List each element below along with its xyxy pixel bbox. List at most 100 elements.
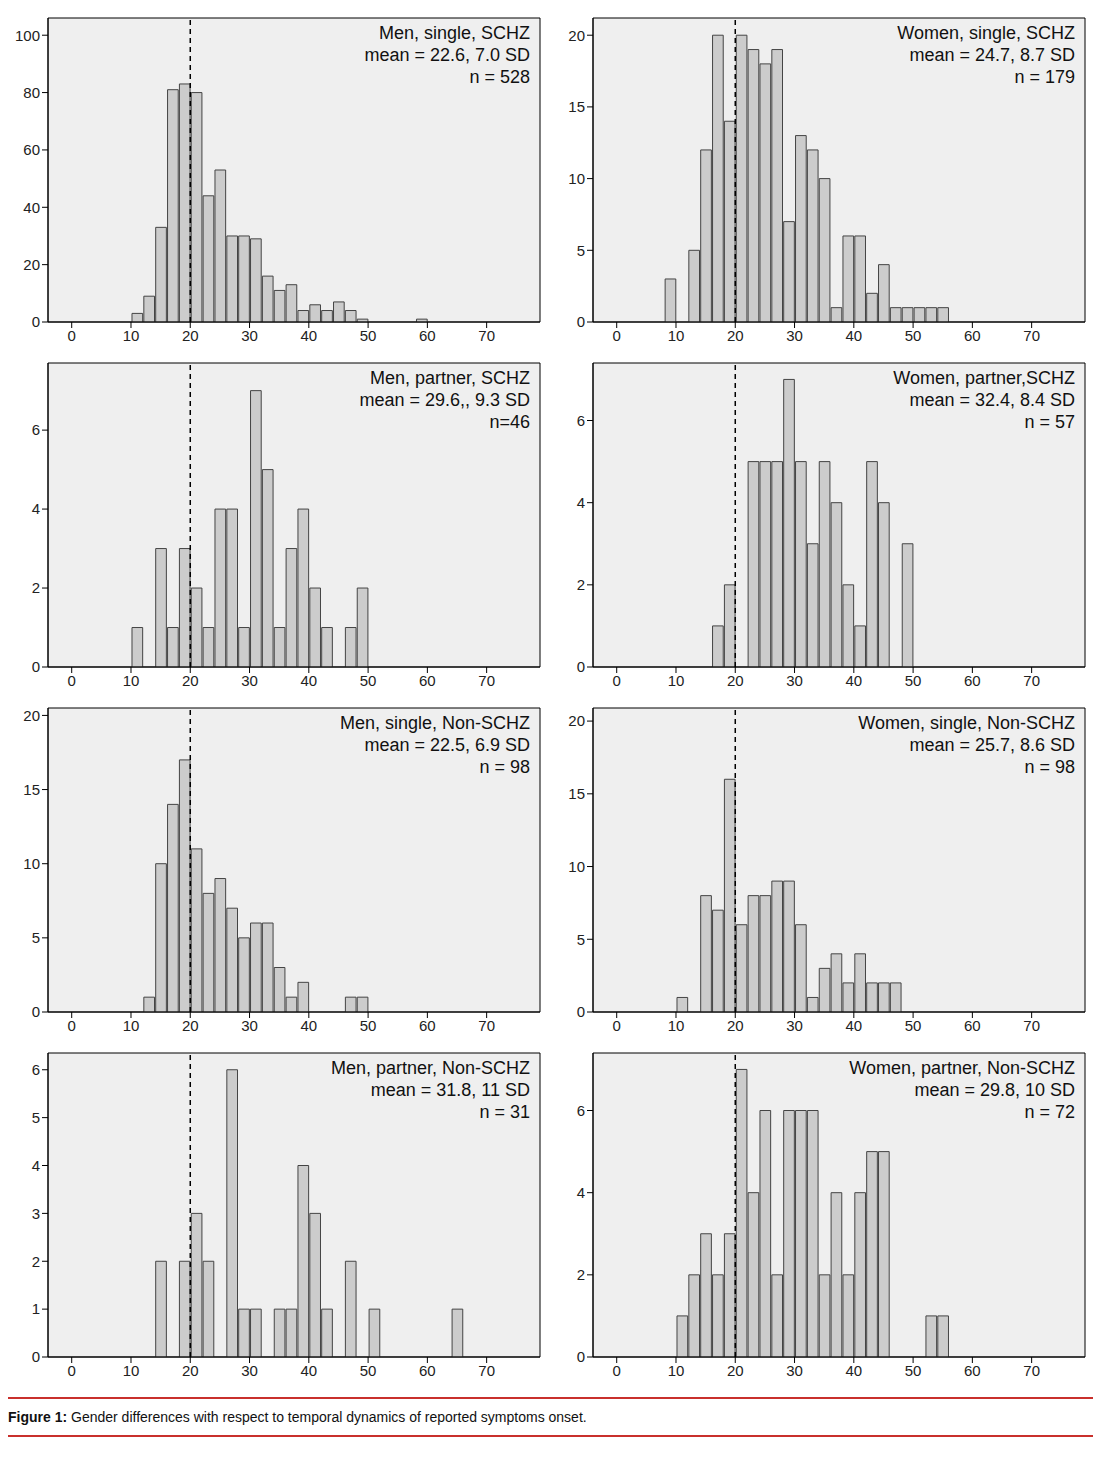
svg-text:10: 10 — [568, 858, 585, 875]
svg-text:70: 70 — [478, 672, 495, 689]
svg-text:70: 70 — [478, 1362, 495, 1379]
svg-text:20: 20 — [23, 707, 40, 724]
svg-text:10: 10 — [123, 1017, 140, 1034]
svg-text:60: 60 — [964, 327, 981, 344]
svg-text:50: 50 — [360, 672, 377, 689]
svg-text:30: 30 — [241, 327, 258, 344]
svg-text:0: 0 — [613, 672, 621, 689]
svg-text:50: 50 — [905, 1362, 922, 1379]
svg-text:5: 5 — [32, 1109, 40, 1126]
svg-text:5: 5 — [32, 929, 40, 946]
svg-text:70: 70 — [1023, 672, 1040, 689]
svg-text:40: 40 — [845, 1362, 862, 1379]
svg-text:0: 0 — [68, 1017, 76, 1034]
svg-text:10: 10 — [123, 1362, 140, 1379]
svg-text:50: 50 — [360, 1017, 377, 1034]
svg-text:60: 60 — [964, 1362, 981, 1379]
svg-text:4: 4 — [577, 1184, 585, 1201]
svg-text:10: 10 — [123, 672, 140, 689]
svg-text:20: 20 — [182, 672, 199, 689]
svg-text:0: 0 — [32, 658, 40, 675]
svg-text:1: 1 — [32, 1300, 40, 1317]
svg-text:0: 0 — [32, 1003, 40, 1020]
svg-text:2: 2 — [32, 579, 40, 596]
svg-text:2: 2 — [577, 576, 585, 593]
svg-text:2: 2 — [577, 1266, 585, 1283]
svg-text:10: 10 — [668, 672, 685, 689]
svg-text:15: 15 — [568, 98, 585, 115]
svg-text:30: 30 — [786, 672, 803, 689]
svg-text:20: 20 — [182, 327, 199, 344]
svg-text:0: 0 — [32, 1348, 40, 1365]
svg-text:40: 40 — [23, 199, 40, 216]
svg-text:30: 30 — [241, 1017, 258, 1034]
svg-text:0: 0 — [68, 1362, 76, 1379]
svg-text:60: 60 — [419, 1362, 436, 1379]
svg-text:0: 0 — [68, 327, 76, 344]
svg-text:0: 0 — [613, 1362, 621, 1379]
svg-text:30: 30 — [786, 1017, 803, 1034]
svg-text:0: 0 — [68, 672, 76, 689]
svg-text:0: 0 — [577, 1348, 585, 1365]
svg-text:6: 6 — [577, 412, 585, 429]
svg-text:70: 70 — [478, 1017, 495, 1034]
svg-text:20: 20 — [727, 1362, 744, 1379]
svg-text:10: 10 — [668, 1362, 685, 1379]
svg-text:30: 30 — [786, 327, 803, 344]
svg-text:60: 60 — [23, 141, 40, 158]
svg-text:40: 40 — [300, 1017, 317, 1034]
svg-text:50: 50 — [360, 327, 377, 344]
svg-text:30: 30 — [241, 672, 258, 689]
svg-text:20: 20 — [568, 27, 585, 44]
svg-text:2: 2 — [32, 1253, 40, 1270]
svg-text:40: 40 — [300, 1362, 317, 1379]
svg-text:10: 10 — [668, 1017, 685, 1034]
svg-text:40: 40 — [845, 327, 862, 344]
svg-text:5: 5 — [577, 931, 585, 948]
svg-text:20: 20 — [727, 327, 744, 344]
svg-text:40: 40 — [300, 327, 317, 344]
svg-text:60: 60 — [419, 327, 436, 344]
svg-text:50: 50 — [360, 1362, 377, 1379]
svg-text:20: 20 — [727, 672, 744, 689]
svg-text:30: 30 — [241, 1362, 258, 1379]
svg-text:6: 6 — [577, 1102, 585, 1119]
svg-text:3: 3 — [32, 1205, 40, 1222]
svg-text:20: 20 — [568, 712, 585, 729]
svg-text:4: 4 — [32, 1157, 40, 1174]
svg-text:100: 100 — [15, 27, 40, 44]
svg-text:50: 50 — [905, 672, 922, 689]
svg-text:70: 70 — [1023, 327, 1040, 344]
svg-text:4: 4 — [32, 500, 40, 517]
svg-text:20: 20 — [727, 1017, 744, 1034]
svg-text:4: 4 — [577, 494, 585, 511]
svg-text:60: 60 — [419, 672, 436, 689]
svg-text:10: 10 — [123, 327, 140, 344]
svg-text:10: 10 — [23, 855, 40, 872]
svg-text:15: 15 — [23, 781, 40, 798]
svg-text:80: 80 — [23, 84, 40, 101]
svg-text:15: 15 — [568, 785, 585, 802]
svg-text:10: 10 — [668, 327, 685, 344]
svg-text:0: 0 — [577, 313, 585, 330]
svg-text:0: 0 — [577, 1003, 585, 1020]
svg-text:0: 0 — [613, 1017, 621, 1034]
svg-text:50: 50 — [905, 327, 922, 344]
svg-text:0: 0 — [32, 313, 40, 330]
svg-text:30: 30 — [786, 1362, 803, 1379]
svg-text:6: 6 — [32, 421, 40, 438]
svg-text:50: 50 — [905, 1017, 922, 1034]
svg-text:40: 40 — [300, 672, 317, 689]
svg-text:5: 5 — [577, 242, 585, 259]
svg-text:60: 60 — [419, 1017, 436, 1034]
svg-text:40: 40 — [845, 672, 862, 689]
svg-text:0: 0 — [577, 658, 585, 675]
svg-text:60: 60 — [964, 1017, 981, 1034]
svg-text:20: 20 — [182, 1017, 199, 1034]
svg-text:20: 20 — [23, 256, 40, 273]
svg-text:60: 60 — [964, 672, 981, 689]
svg-text:70: 70 — [1023, 1362, 1040, 1379]
svg-text:70: 70 — [1023, 1017, 1040, 1034]
svg-text:20: 20 — [182, 1362, 199, 1379]
svg-text:0: 0 — [613, 327, 621, 344]
